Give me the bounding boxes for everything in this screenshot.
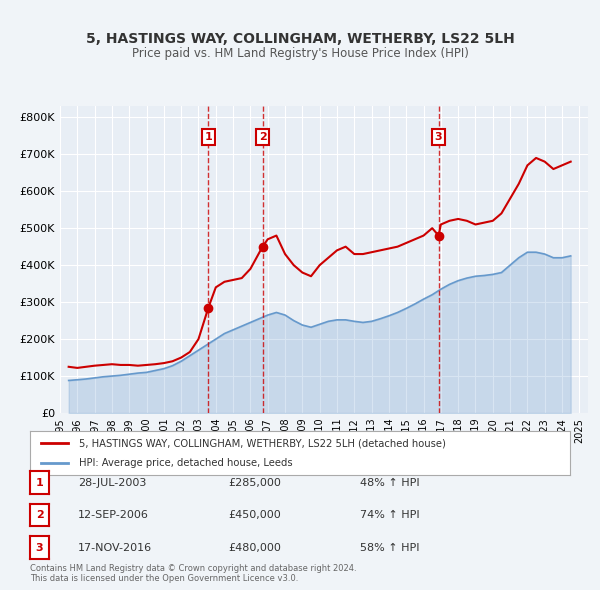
Text: 2: 2	[259, 132, 266, 142]
Text: 12-SEP-2006: 12-SEP-2006	[78, 510, 149, 520]
Text: 48% ↑ HPI: 48% ↑ HPI	[360, 478, 419, 487]
Text: 3: 3	[435, 132, 442, 142]
Text: 17-NOV-2016: 17-NOV-2016	[78, 543, 152, 552]
Text: HPI: Average price, detached house, Leeds: HPI: Average price, detached house, Leed…	[79, 458, 292, 467]
Text: Price paid vs. HM Land Registry's House Price Index (HPI): Price paid vs. HM Land Registry's House …	[131, 47, 469, 60]
Text: £480,000: £480,000	[228, 543, 281, 552]
Text: 1: 1	[205, 132, 212, 142]
Text: 1: 1	[36, 478, 43, 487]
Text: £285,000: £285,000	[228, 478, 281, 487]
Text: £450,000: £450,000	[228, 510, 281, 520]
Text: Contains HM Land Registry data © Crown copyright and database right 2024.
This d: Contains HM Land Registry data © Crown c…	[30, 563, 356, 583]
Text: 2: 2	[36, 510, 43, 520]
Text: 5, HASTINGS WAY, COLLINGHAM, WETHERBY, LS22 5LH (detached house): 5, HASTINGS WAY, COLLINGHAM, WETHERBY, L…	[79, 438, 445, 448]
Text: 74% ↑ HPI: 74% ↑ HPI	[360, 510, 419, 520]
Text: 3: 3	[36, 543, 43, 552]
Text: 58% ↑ HPI: 58% ↑ HPI	[360, 543, 419, 552]
Text: 5, HASTINGS WAY, COLLINGHAM, WETHERBY, LS22 5LH: 5, HASTINGS WAY, COLLINGHAM, WETHERBY, L…	[86, 32, 514, 47]
Text: 28-JUL-2003: 28-JUL-2003	[78, 478, 146, 487]
